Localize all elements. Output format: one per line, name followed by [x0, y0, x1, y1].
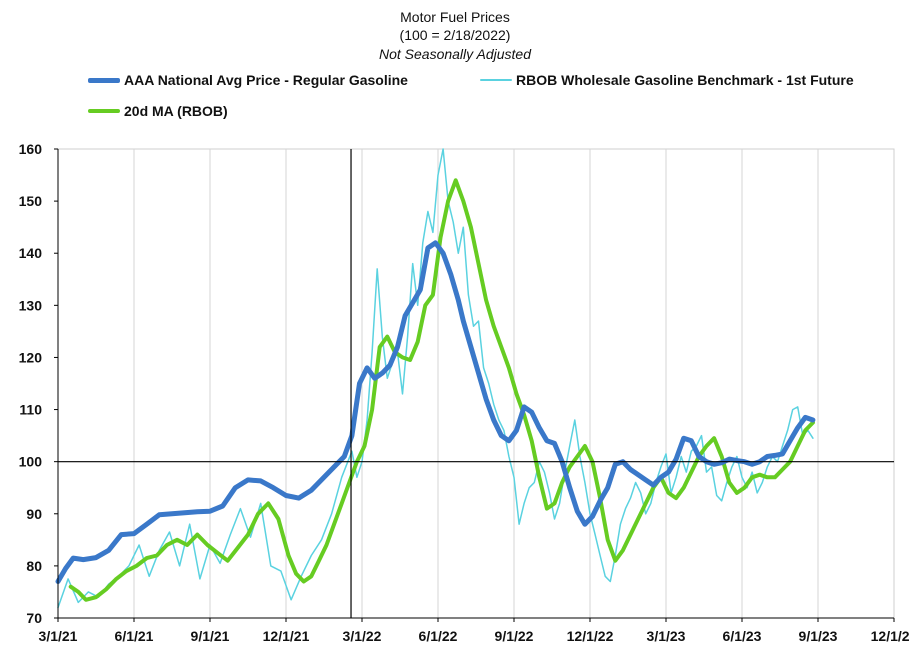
- chart-subtitle: (100 = 2/18/2022): [399, 27, 511, 43]
- y-tick-label: 150: [19, 193, 43, 209]
- x-tick-label: 3/1/23: [647, 628, 686, 644]
- x-tick-label: 9/1/22: [495, 628, 534, 644]
- series-rbob-line: [57, 148, 814, 609]
- legend-label-ma: 20d MA (RBOB): [124, 103, 228, 119]
- series-aaa-line: [55, 240, 816, 584]
- x-tick-label: 9/1/23: [799, 628, 838, 644]
- chart-title: Motor Fuel Prices: [400, 9, 510, 25]
- y-tick-label: 120: [19, 349, 43, 365]
- legend-swatch-rbob: [480, 79, 512, 81]
- x-tick-label: 12/1/21: [263, 628, 310, 644]
- y-tick-label: 90: [26, 506, 42, 522]
- x-tick-label: 9/1/21: [191, 628, 230, 644]
- x-tick-label: 6/1/22: [419, 628, 458, 644]
- y-tick-label: 140: [19, 245, 43, 261]
- y-tick-label: 70: [26, 610, 42, 626]
- x-tick-label: 6/1/23: [723, 628, 762, 644]
- y-tick-label: 100: [19, 454, 43, 470]
- axis-layer: 70 80 90 100 110 120 130 140 150 160 3/1/21 6/1/21 9…: [19, 141, 910, 644]
- chart-note: Not Seasonally Adjusted: [378, 46, 532, 62]
- x-tick-label: 3/1/22: [343, 628, 382, 644]
- legend-item-ma: 20d MA (RBOB): [88, 103, 228, 119]
- x-tick-label: 6/1/21: [115, 628, 154, 644]
- y-tick-label: 130: [19, 297, 43, 313]
- y-tick-label: 80: [26, 558, 42, 574]
- x-tick-label: 12/1/23: [871, 628, 910, 644]
- legend-swatch-ma: [88, 109, 120, 113]
- series-layer: [55, 148, 816, 609]
- legend-item-rbob: RBOB Wholesale Gasoline Benchmark - 1st …: [480, 72, 854, 88]
- legend-item-aaa: AAA National Avg Price - Regular Gasolin…: [88, 72, 408, 88]
- legend-label-aaa: AAA National Avg Price - Regular Gasolin…: [124, 72, 408, 88]
- y-tick-label: 160: [19, 141, 43, 157]
- series-ma-line: [68, 178, 815, 602]
- x-tick-label: 3/1/21: [39, 628, 78, 644]
- legend-label-rbob: RBOB Wholesale Gasoline Benchmark - 1st …: [516, 72, 854, 88]
- legend-swatch-aaa: [88, 77, 120, 83]
- y-tick-label: 110: [19, 402, 42, 418]
- x-tick-label: 12/1/22: [567, 628, 614, 644]
